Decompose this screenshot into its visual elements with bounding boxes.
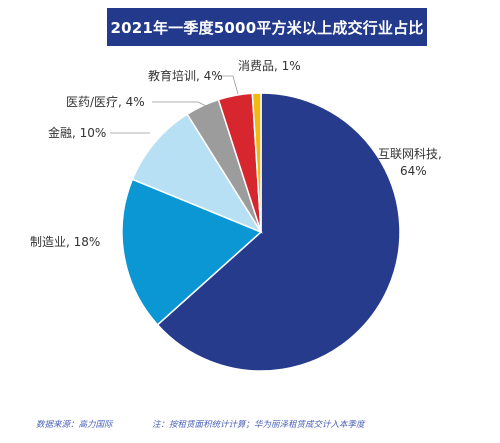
pie-slice-1: [156, 92, 401, 372]
slice-label-1: 互联网科技, 64%: [378, 147, 442, 178]
slice-labels: 互联网科技, 64% 制造业, 18% 金融, 10% 医药/医疗, 4%教育培训, 4…: [30, 59, 442, 249]
pie-slices: [121, 92, 401, 372]
slice-label-2: 制造业, 18%: [30, 235, 100, 249]
pie-slice-6: [251, 92, 262, 233]
footnote: 注：按租赁面积统计计算；华为丽泽租赁成交计入本季度: [152, 420, 365, 430]
leader-lines: [110, 75, 239, 134]
source-note: 数据来源：高力国际: [36, 420, 113, 430]
slice-label-6: 消费品, 1%: [238, 59, 301, 73]
slice-label-5: 教育培训, 4%: [148, 68, 223, 83]
pie-slice-2: [121, 178, 263, 326]
chart-title: 2021年一季度5000平方米以上成交行业占比: [107, 8, 427, 46]
leader-line-5: [215, 75, 239, 95]
leader-line-4: [152, 101, 209, 108]
slice-label-4: 医药/医疗, 4%: [66, 95, 145, 109]
pie-slice-3: [131, 113, 263, 234]
slice-label-3: 金融, 10%: [48, 125, 106, 140]
